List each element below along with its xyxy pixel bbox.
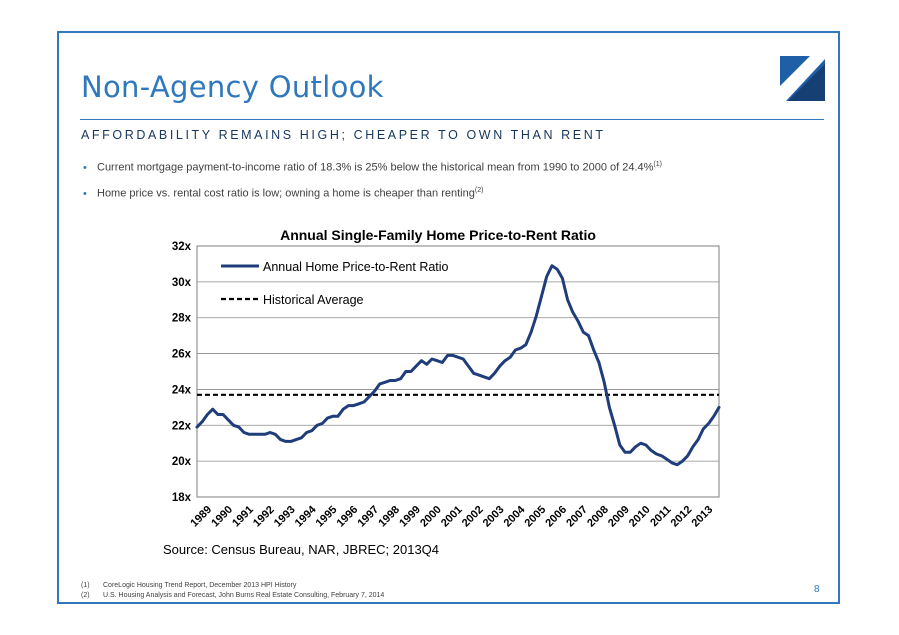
x-tick-label: 2000 <box>418 504 444 530</box>
y-tick-label: 30x <box>172 277 192 289</box>
x-tick-label: 2013 <box>690 504 716 530</box>
x-tick-label: 2012 <box>669 504 695 530</box>
bullet-text: Home price vs. rental cost ratio is low;… <box>97 187 475 200</box>
section-subtitle: AFFORDABILITY REMAINS HIGH; CHEAPER TO O… <box>81 128 606 142</box>
x-tick-label: 1993 <box>272 504 298 530</box>
slide-title: Non-Agency Outlook <box>81 70 384 104</box>
plot-area <box>196 245 720 498</box>
footnote-ref: (1) <box>653 161 662 168</box>
x-tick-label: 2003 <box>481 504 507 530</box>
y-tick-label: 24x <box>172 384 192 396</box>
x-tick-label: 1999 <box>397 504 423 530</box>
x-tick-label: 2005 <box>522 504 548 530</box>
x-tick-label: 2007 <box>564 504 590 530</box>
x-tick-label: 1996 <box>335 504 361 530</box>
bullet-dot-icon: • <box>83 187 87 200</box>
footnote: (1) CoreLogic Housing Trend Report, Decem… <box>81 581 384 591</box>
bullet-dot-icon: • <box>83 161 87 174</box>
x-tick-label: 1995 <box>314 504 340 530</box>
title-divider <box>80 119 824 120</box>
price-to-rent-chart: Annual Single-Family Home Price-to-Rent … <box>163 227 721 557</box>
x-tick-label: 1989 <box>188 504 214 530</box>
footnote-text: CoreLogic Housing Trend Report, December… <box>103 582 297 589</box>
page-number: 8 <box>814 584 820 595</box>
x-tick-label: 2004 <box>502 503 528 529</box>
x-tick-label: 2002 <box>460 504 486 530</box>
y-tick-label: 28x <box>172 313 192 325</box>
x-tick-label: 2011 <box>648 504 673 529</box>
y-tick-label: 20x <box>172 456 192 468</box>
x-tick-label: 2006 <box>543 504 569 530</box>
x-tick-label: 1990 <box>209 504 235 530</box>
footnote: (2) U.S. Housing Analysis and Forecast, J… <box>81 591 384 601</box>
bullet-text: Current mortgage payment-to-income ratio… <box>97 161 654 174</box>
slide-frame <box>57 31 840 604</box>
footnote-text: U.S. Housing Analysis and Forecast, John… <box>103 592 385 599</box>
x-tick-label: 2009 <box>606 504 632 530</box>
x-tick-label: 2008 <box>585 504 611 530</box>
x-tick-label: 1992 <box>251 504 277 530</box>
y-tick-label: 32x <box>172 241 192 253</box>
y-tick-label: 22x <box>172 420 192 432</box>
legend-label-series: Annual Home Price-to-Rent Ratio <box>263 260 449 274</box>
x-tick-label: 1998 <box>376 504 402 530</box>
x-tick-label: 2001 <box>439 504 465 530</box>
x-tick-label: 1991 <box>230 504 256 530</box>
x-tick-label: 2010 <box>627 504 653 530</box>
chart-source: Source: Census Bureau, NAR, JBREC; 2013Q… <box>163 542 439 557</box>
x-tick-label: 1994 <box>293 503 319 529</box>
chart-title: Annual Single-Family Home Price-to-Rent … <box>280 227 596 243</box>
footnote-ref: (2) <box>474 187 484 194</box>
y-tick-label: 18x <box>172 492 192 504</box>
footnote-number: (2) <box>81 592 90 599</box>
footnote-number: (1) <box>81 582 90 589</box>
bullet-item: • Current mortgage payment-to-income rati… <box>83 161 662 174</box>
company-logo <box>780 56 825 101</box>
footnotes: (1) CoreLogic Housing Trend Report, Decem… <box>81 581 384 601</box>
series-line-price-to-rent <box>195 264 721 467</box>
y-tick-label: 26x <box>172 349 192 361</box>
legend-label-average: Historical Average <box>263 293 364 307</box>
bullet-item: • Home price vs. rental cost ratio is low… <box>83 187 483 200</box>
x-tick-label: 1997 <box>355 504 381 530</box>
